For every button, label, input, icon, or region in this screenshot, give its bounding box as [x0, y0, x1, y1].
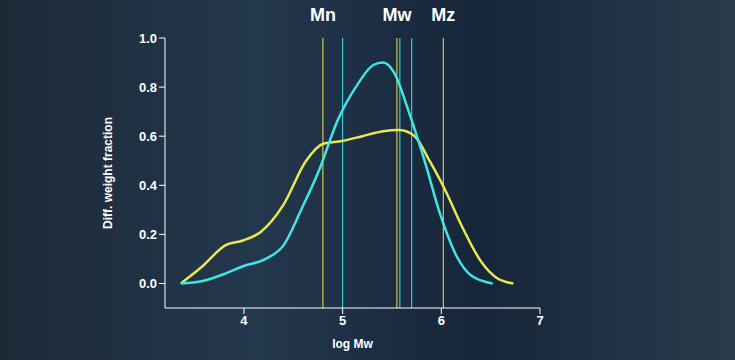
- svg-text:7: 7: [536, 313, 543, 328]
- svg-text:0.0: 0.0: [139, 276, 157, 291]
- svg-text:0.6: 0.6: [139, 129, 157, 144]
- svg-text:Mn: Mn: [310, 5, 336, 25]
- svg-text:Mw: Mw: [382, 5, 412, 25]
- svg-text:0.8: 0.8: [139, 80, 157, 95]
- svg-text:Mz: Mz: [431, 5, 455, 25]
- svg-text:4: 4: [240, 313, 248, 328]
- svg-text:log Mw: log Mw: [332, 337, 373, 351]
- svg-text:0.2: 0.2: [139, 227, 157, 242]
- svg-text:Diff. weight fraction: Diff. weight fraction: [101, 117, 115, 229]
- svg-text:0.4: 0.4: [139, 178, 158, 193]
- svg-text:1.0: 1.0: [139, 31, 157, 46]
- svg-text:6: 6: [438, 313, 445, 328]
- svg-text:5: 5: [339, 313, 346, 328]
